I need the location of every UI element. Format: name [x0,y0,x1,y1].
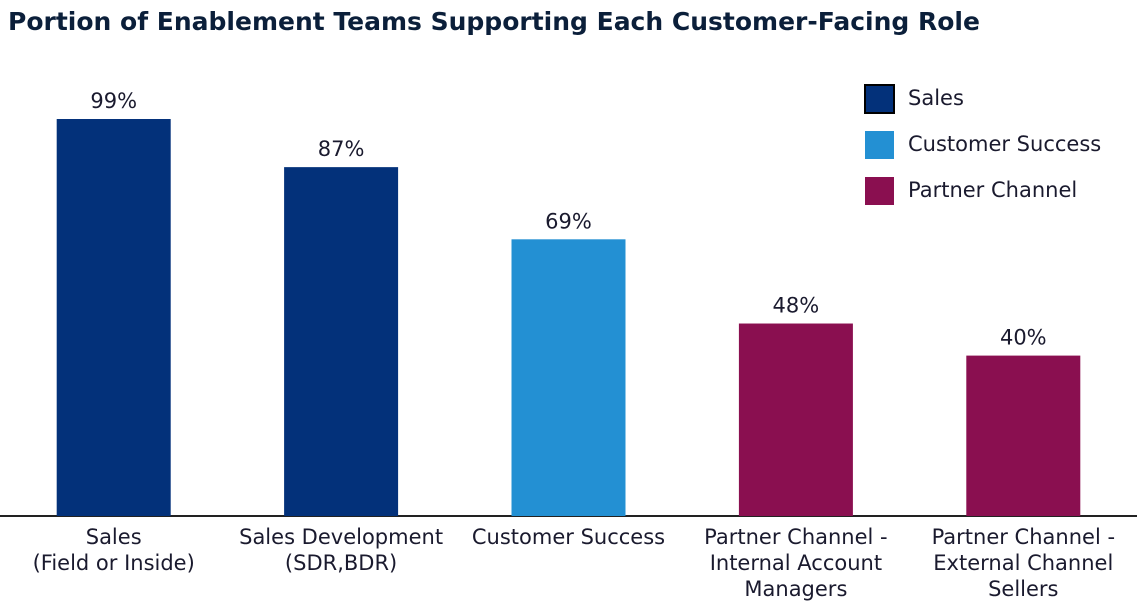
x-tick-label: (Field or Inside) [33,551,195,575]
legend-swatch [865,131,894,159]
legend-label: Partner Channel [908,178,1077,202]
x-tick-label: Internal Account [710,551,882,575]
bar [511,239,626,516]
value-label: 69% [545,209,592,233]
x-tick-label: Managers [744,577,847,601]
legend-swatch [864,84,895,114]
x-tick-label: Sales [86,525,142,549]
bar [284,167,399,516]
legend-label: Sales [908,86,964,110]
x-tick-label: Sellers [988,577,1058,601]
x-tick-label: (SDR,BDR) [285,551,397,575]
value-label: 99% [90,89,137,113]
value-label: 48% [773,294,820,318]
value-label: 87% [318,137,365,161]
legend-label: Customer Success [908,132,1101,156]
x-tick-label: Partner Channel - [704,525,887,549]
bar [966,355,1081,516]
chart-title: Portion of Enablement Teams Supporting E… [8,7,980,36]
value-label: 40% [1000,326,1047,350]
bar [56,119,171,516]
bar [738,323,853,516]
x-tick-label: External Channel [933,551,1113,575]
x-tick-label: Sales Development [239,525,443,549]
x-tick-label: Customer Success [472,525,665,549]
x-tick-label: Partner Channel - [932,525,1115,549]
legend-swatch [865,177,894,205]
